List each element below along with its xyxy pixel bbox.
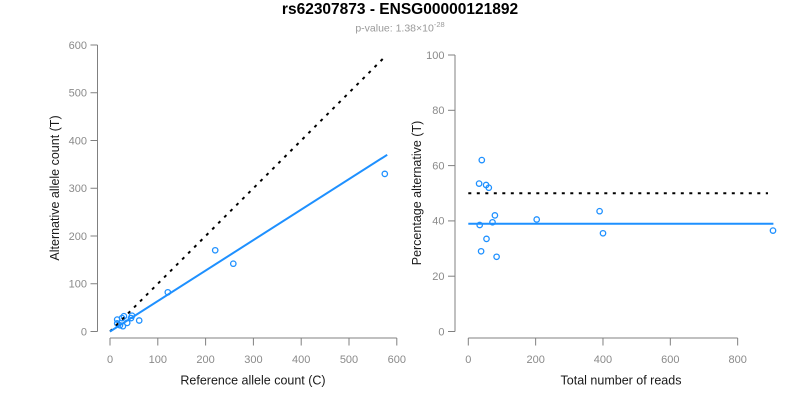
y-tick-label: 100 [426,50,444,62]
fit-line [109,153,388,333]
identity-line [109,56,386,333]
y-tick-label: 0 [81,326,87,338]
pvalue-exponent: -28 [433,20,445,29]
x-tick-label: 100 [149,354,167,366]
data-point [478,156,486,164]
x-tick-label: 600 [388,354,406,366]
data-point [769,227,777,234]
data-point [489,218,496,226]
x-tick-label: 400 [594,354,612,366]
y-tick-label: 20 [432,271,444,283]
data-point [127,314,135,322]
y-axis-title: Alternative allele count (T) [48,115,62,260]
y-tick-label: 80 [432,105,444,117]
y-tick-label: 0 [438,326,444,338]
y-tick-label: 200 [69,231,87,243]
y-tick-label: 100 [69,279,87,291]
data-point [599,229,607,237]
y-tick-label: 400 [69,135,87,147]
data-point [476,221,484,229]
x-tick-label: 200 [526,354,544,366]
data-point [229,260,237,268]
x-tick-label: 0 [107,354,113,366]
figure-header: rs62307873 - ENSG00000121892 p-value: 1.… [0,1,800,36]
data-point [135,317,143,324]
data-point [485,184,493,192]
x-tick-label: 800 [728,354,746,366]
figure-title: rs62307873 - ENSG00000121892 [281,1,519,18]
x-tick-label: 400 [292,354,310,366]
data-point [493,253,500,261]
y-tick-label: 500 [69,88,87,100]
y-tick-label: 40 [432,216,444,228]
x-tick-label: 300 [244,354,262,366]
panel-percentage-alternative-scatter: 0 20 40 60 80 100 0 200 400 600 800 Total number of… [410,50,777,388]
x-tick-label: 0 [465,354,471,366]
figure-subtitle: p-value: 1.38×10-28 [0,18,800,36]
x-tick-label: 200 [196,354,214,366]
data-point [475,180,483,187]
data-point [477,247,485,255]
x-tick-label: 500 [340,354,358,366]
data-point [596,207,603,215]
y-tick-label: 600 [69,40,87,52]
pvalue-text: p-value: 1.38×10 [355,22,434,35]
panel-allele-counts-scatter: 0 100 200 300 400 500 600 0 100 200 300 400 500 600 Re… [48,40,406,388]
data-point [483,235,490,243]
x-axis-title: Total number of reads [561,374,682,388]
y-tick-label: 300 [69,183,87,195]
y-axis-title: Percentage alternative (T) [410,121,424,266]
data-point [211,246,219,254]
data-point [491,212,499,219]
x-tick-label: 600 [661,354,679,366]
data-point [533,216,541,223]
y-tick-label: 60 [432,160,444,172]
data-point [381,170,389,178]
x-axis-title: Reference allele count (C) [180,374,325,388]
